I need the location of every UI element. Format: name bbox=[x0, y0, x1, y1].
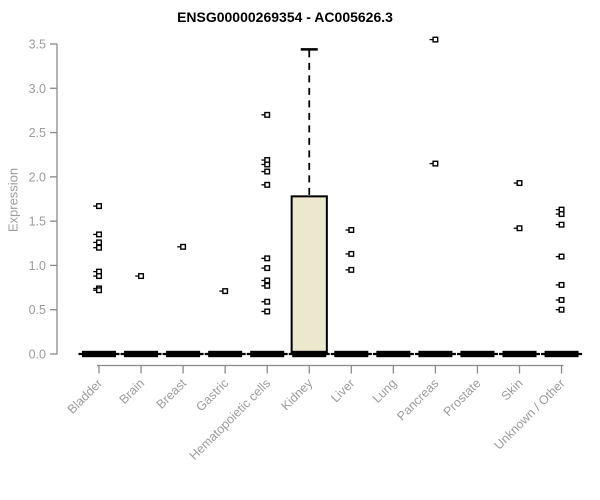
data-point bbox=[516, 225, 523, 232]
data-point bbox=[222, 288, 229, 295]
data-point bbox=[264, 181, 271, 188]
zero-median-bar bbox=[166, 350, 201, 358]
y-tick-label: 0.0 bbox=[29, 348, 46, 362]
data-point bbox=[348, 250, 355, 257]
y-tick-label: 3.0 bbox=[29, 82, 46, 96]
data-point bbox=[95, 244, 102, 251]
x-tick-label: Liver bbox=[328, 376, 357, 405]
zero-median-bar bbox=[124, 350, 159, 358]
zero-median-bar bbox=[292, 350, 327, 358]
data-point bbox=[348, 227, 355, 234]
x-tick-label: Prostate bbox=[441, 376, 484, 419]
data-point bbox=[264, 111, 271, 118]
data-point bbox=[348, 266, 355, 273]
y-tick-label: 1.5 bbox=[29, 215, 46, 229]
zero-median-bar bbox=[376, 350, 411, 358]
data-point bbox=[95, 231, 102, 238]
data-point bbox=[264, 255, 271, 262]
x-tick-label: Breast bbox=[154, 376, 190, 412]
y-axis-title: Expression bbox=[5, 167, 21, 233]
data-point bbox=[264, 168, 271, 175]
data-point bbox=[138, 273, 145, 280]
data-point bbox=[558, 211, 565, 218]
data-point bbox=[180, 243, 187, 250]
zero-median-bar bbox=[82, 350, 116, 358]
x-tick-label: Unknown / Other bbox=[491, 376, 567, 452]
data-point bbox=[432, 36, 439, 43]
data-point bbox=[264, 298, 271, 305]
x-tick-label: Bladder bbox=[65, 376, 105, 416]
y-tick-label: 2.0 bbox=[29, 170, 46, 184]
zero-median-bar bbox=[250, 350, 285, 358]
data-point bbox=[558, 306, 565, 313]
data-point bbox=[558, 221, 565, 228]
data-point bbox=[432, 160, 439, 167]
data-point bbox=[264, 308, 271, 315]
x-tick-label: Skin bbox=[499, 376, 526, 403]
data-point bbox=[558, 281, 565, 288]
x-tick-label: Brain bbox=[117, 376, 148, 407]
zero-median-bar bbox=[208, 350, 243, 358]
zero-median-bar bbox=[334, 350, 369, 358]
zero-median-bar bbox=[460, 350, 495, 358]
x-tick-label: Hematopoietic cells bbox=[187, 376, 274, 463]
data-point bbox=[95, 273, 102, 280]
y-tick-label: 0.5 bbox=[29, 303, 46, 317]
data-point bbox=[264, 265, 271, 272]
box-kidney bbox=[290, 195, 328, 355]
x-tick-label: Gastric bbox=[193, 376, 231, 414]
data-point bbox=[264, 282, 271, 289]
data-point bbox=[558, 253, 565, 260]
data-point bbox=[264, 277, 271, 284]
data-point bbox=[516, 180, 523, 187]
zero-median-bar bbox=[502, 350, 537, 358]
x-tick-label: Kidney bbox=[278, 376, 315, 413]
data-point bbox=[558, 296, 565, 303]
zero-median-bar bbox=[418, 350, 453, 358]
data-point bbox=[95, 203, 102, 210]
data-point bbox=[95, 287, 102, 294]
y-tick-label: 2.5 bbox=[29, 126, 46, 140]
x-tick-label: Pancreas bbox=[394, 376, 441, 423]
chart-title: ENSG00000269354 - AC005626.3 bbox=[177, 9, 393, 25]
data-point bbox=[264, 161, 271, 168]
data-point bbox=[95, 239, 102, 246]
y-tick-label: 3.5 bbox=[29, 38, 46, 52]
zero-median-bar bbox=[544, 350, 579, 358]
x-tick-label: Lung bbox=[370, 376, 400, 406]
y-tick-label: 1.0 bbox=[29, 259, 46, 273]
